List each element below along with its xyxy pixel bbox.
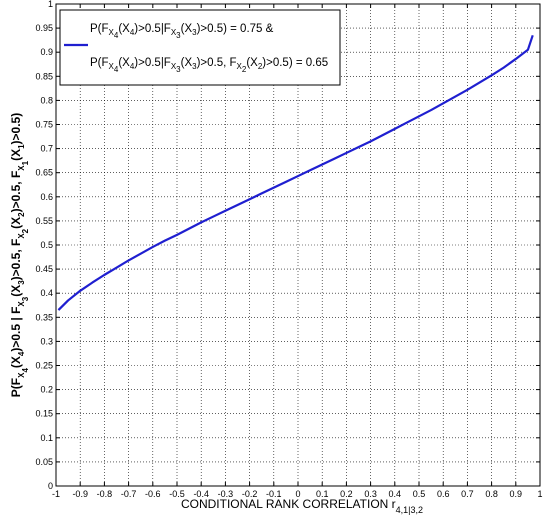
- y-tick-label: 0.3: [40, 336, 53, 346]
- x-axis-title: CONDITIONAL RANK CORRELATION r4,1|3,2: [181, 497, 423, 515]
- y-tick-label: 0.55: [35, 216, 53, 226]
- y-tick-label: 0.6: [40, 192, 53, 202]
- series-layer: [57, 34, 534, 311]
- x-tick-label: 0.5: [413, 489, 426, 499]
- x-tick-label: -0.1: [266, 489, 282, 499]
- y-tick-label: 0.15: [35, 409, 53, 419]
- y-tick-label: 0.8: [40, 95, 53, 105]
- legend: P(FX4(X4)>0.5|FX3(X3)>0.5) = 0.75 & P(FX4…: [59, 9, 341, 86]
- series-line: [57, 34, 534, 311]
- x-tick-label: -0.4: [193, 489, 209, 499]
- y-tick-label: 0.9: [40, 47, 53, 57]
- x-tick-label: 0.7: [461, 489, 474, 499]
- axis-ticks: -1 -0.9 -0.8 -0.7 -0.6 -0.5 -0.4 -0.3 -0.2 -0.1 0 0…: [35, 0, 542, 499]
- y-axis-title: P(FX4(X4)>0.5 | FX3(X3)>0.5, FX2(X2)>0.5…: [9, 113, 30, 397]
- legend-box: [59, 9, 341, 86]
- y-tick-label: 0.7: [40, 144, 53, 154]
- y-tick-label: 0.1: [40, 433, 53, 443]
- y-tick-label: 0.05: [35, 457, 53, 467]
- y-tick-label: 1: [48, 0, 53, 9]
- x-tick-label: 0.8: [485, 489, 498, 499]
- x-tick-label: -0.8: [97, 489, 113, 499]
- x-tick-label: -0.5: [169, 489, 185, 499]
- x-tick-label: 0.6: [437, 489, 450, 499]
- x-tick-label: 0: [295, 489, 300, 499]
- y-tick-label: 0.2: [40, 385, 53, 395]
- x-tick-label: -0.7: [121, 489, 137, 499]
- y-tick-label: 0.35: [35, 312, 53, 322]
- x-tick-label: -1: [52, 489, 60, 499]
- x-tick-label: -0.2: [242, 489, 258, 499]
- y-tick-label: 0.65: [35, 168, 53, 178]
- y-tick-label: 0.4: [40, 288, 53, 298]
- y-tick-label: 0.45: [35, 264, 53, 274]
- y-tick-label: 0.25: [35, 361, 53, 371]
- y-tick-label: 0.75: [35, 120, 53, 130]
- legend-entry-line: P(FX4(X4)>0.5|FX3(X3)>0.5) = 0.75 &: [90, 23, 274, 40]
- x-tick-label: -0.3: [218, 489, 234, 499]
- x-tick-label: 0.3: [364, 489, 377, 499]
- y-tick-label: 0.5: [40, 240, 53, 250]
- legend-entry-line: P(FX4(X4)>0.5|FX3(X3)>0.5, FX2(X2)>0.5) …: [90, 57, 328, 74]
- x-tick-label: -0.9: [72, 489, 88, 499]
- y-tick-label: 0.85: [35, 71, 53, 81]
- x-tick-label: 0.9: [510, 489, 523, 499]
- x-tick-label: 0.1: [316, 489, 329, 499]
- y-tick-label: 0: [48, 481, 53, 491]
- x-tick-label: 0.4: [389, 489, 402, 499]
- x-tick-label: 0.2: [340, 489, 353, 499]
- x-tick-label: 1: [537, 489, 542, 499]
- x-tick-label: -0.6: [145, 489, 161, 499]
- grid: [56, 4, 540, 486]
- y-tick-label: 0.95: [35, 23, 53, 33]
